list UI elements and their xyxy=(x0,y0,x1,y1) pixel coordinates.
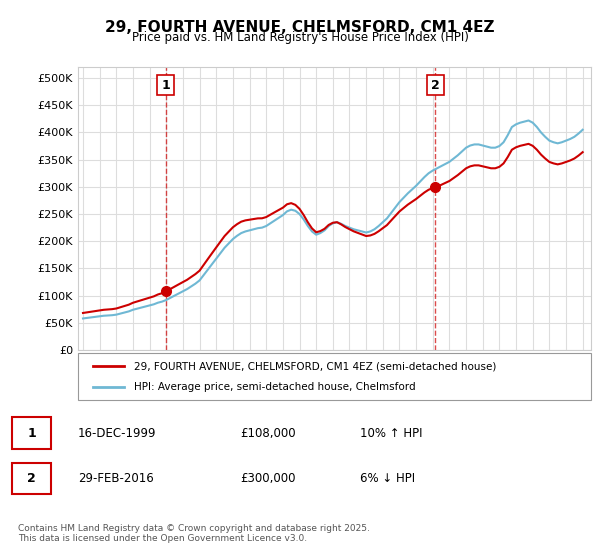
FancyBboxPatch shape xyxy=(12,417,51,449)
Text: £300,000: £300,000 xyxy=(240,472,296,486)
Text: 29, FOURTH AVENUE, CHELMSFORD, CM1 4EZ (semi-detached house): 29, FOURTH AVENUE, CHELMSFORD, CM1 4EZ (… xyxy=(134,361,497,371)
FancyBboxPatch shape xyxy=(78,353,591,400)
Text: 29, FOURTH AVENUE, CHELMSFORD, CM1 4EZ: 29, FOURTH AVENUE, CHELMSFORD, CM1 4EZ xyxy=(105,20,495,35)
Text: Price paid vs. HM Land Registry's House Price Index (HPI): Price paid vs. HM Land Registry's House … xyxy=(131,31,469,44)
Text: £108,000: £108,000 xyxy=(240,427,296,440)
Text: 10% ↑ HPI: 10% ↑ HPI xyxy=(360,427,422,440)
Text: 16-DEC-1999: 16-DEC-1999 xyxy=(78,427,157,440)
Text: 2: 2 xyxy=(431,78,440,91)
Text: 1: 1 xyxy=(28,427,36,440)
FancyBboxPatch shape xyxy=(12,463,51,494)
Text: 2: 2 xyxy=(28,472,36,486)
Text: HPI: Average price, semi-detached house, Chelmsford: HPI: Average price, semi-detached house,… xyxy=(134,382,416,392)
Text: 29-FEB-2016: 29-FEB-2016 xyxy=(78,472,154,486)
Text: 6% ↓ HPI: 6% ↓ HPI xyxy=(360,472,415,486)
Text: 1: 1 xyxy=(161,78,170,91)
Text: Contains HM Land Registry data © Crown copyright and database right 2025.
This d: Contains HM Land Registry data © Crown c… xyxy=(18,524,370,543)
